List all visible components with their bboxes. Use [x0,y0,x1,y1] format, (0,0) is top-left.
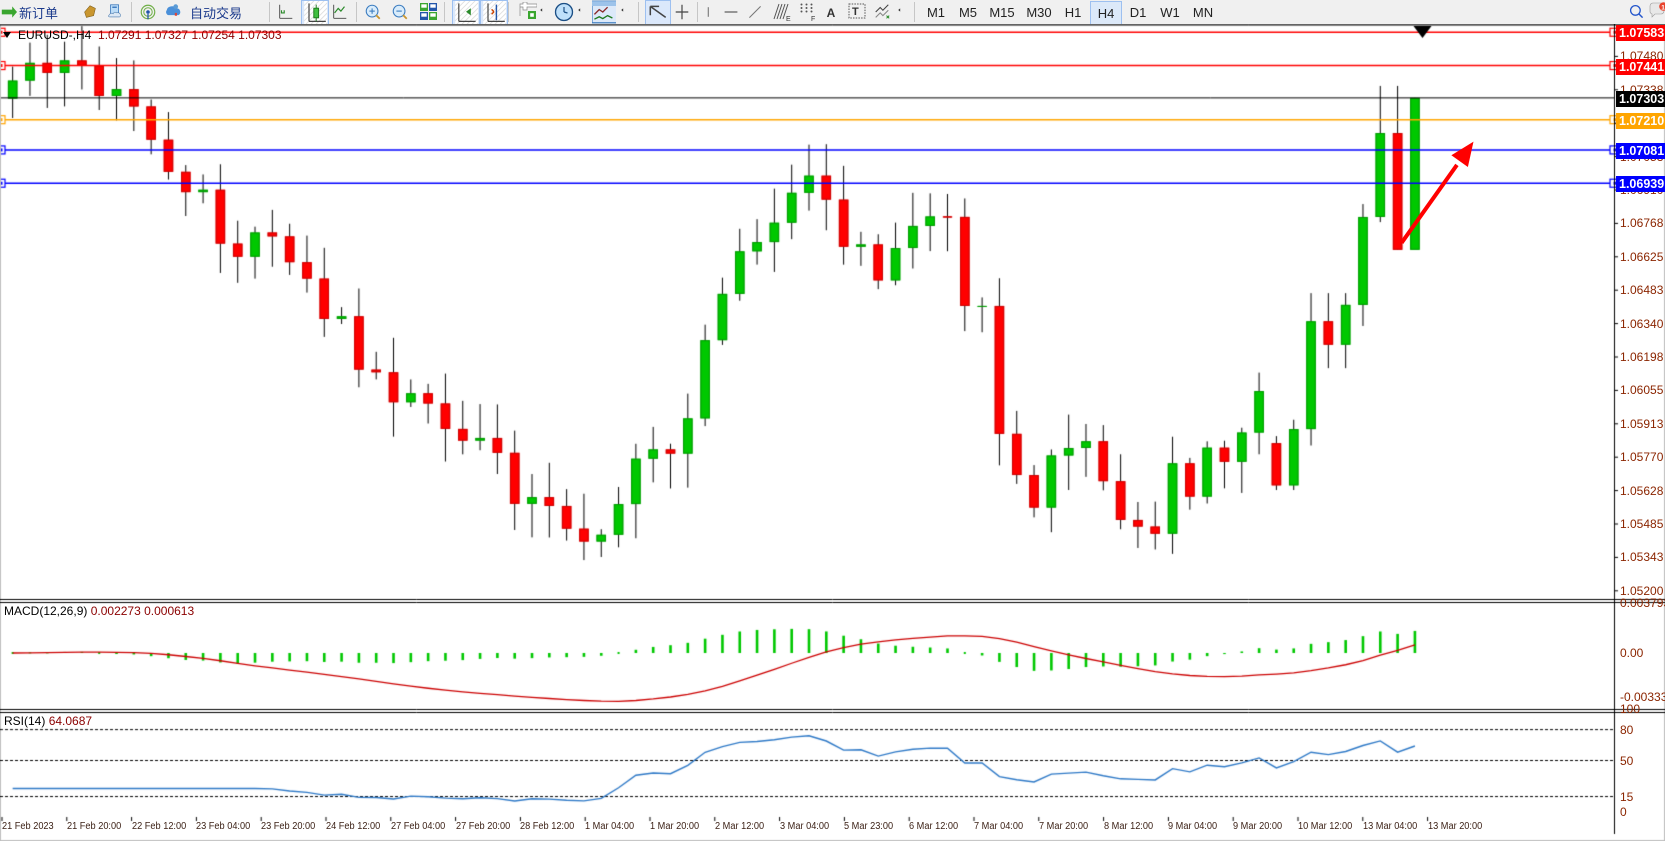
svg-text:1: 1 [1661,4,1665,11]
svg-text:F: F [811,16,815,22]
svg-text:T: T [852,6,859,18]
svg-text:A: A [827,6,836,20]
svg-text:E: E [786,16,791,22]
